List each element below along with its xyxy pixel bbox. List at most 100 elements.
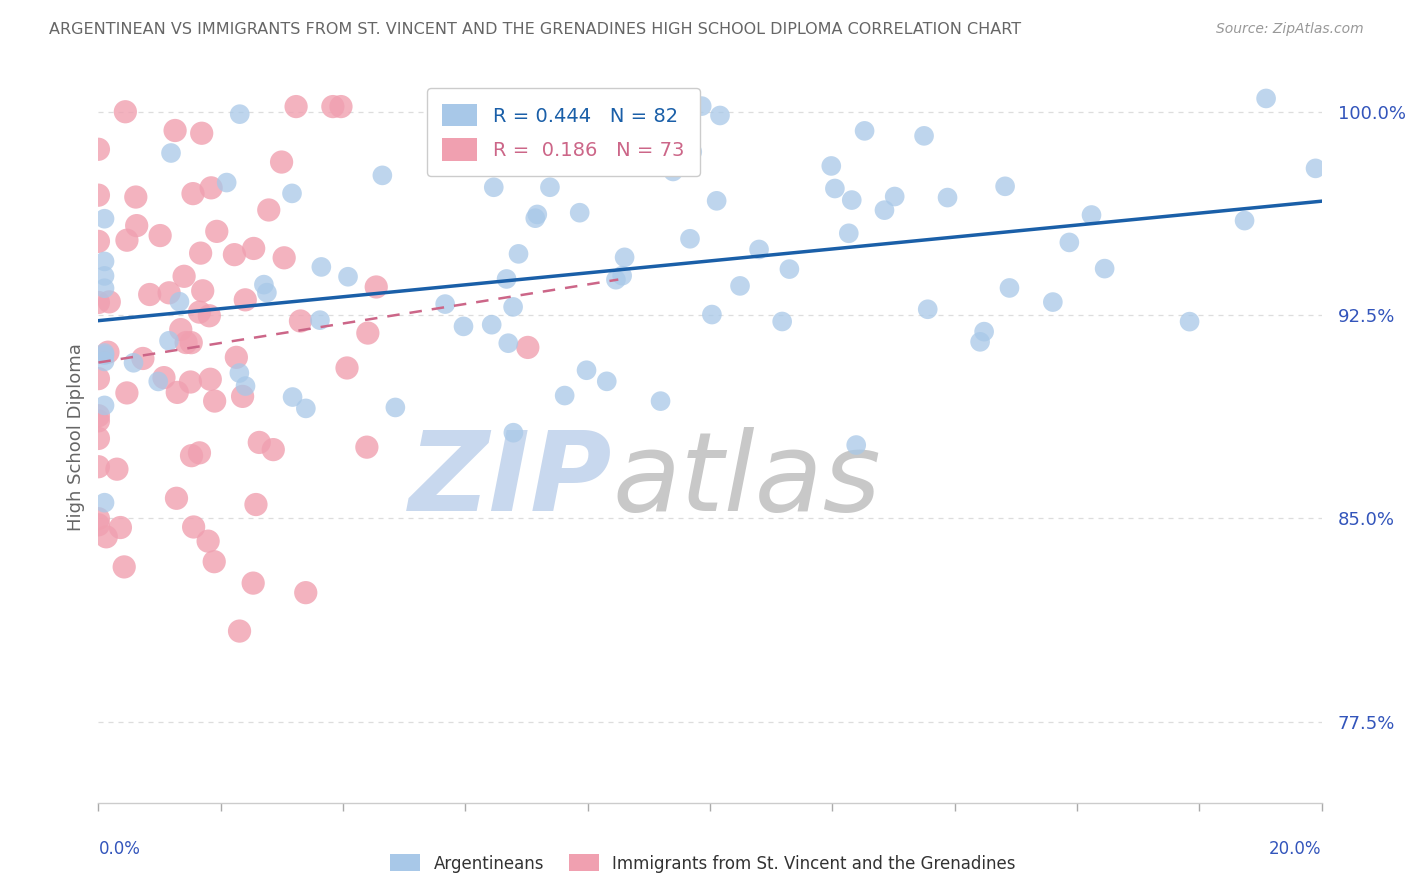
Point xyxy=(188,446,211,460)
Point xyxy=(166,491,188,506)
Point xyxy=(853,124,876,138)
Legend: R = 0.444   N = 82, R =  0.186   N = 73: R = 0.444 N = 82, R = 0.186 N = 73 xyxy=(427,88,700,176)
Point xyxy=(516,340,538,354)
Point xyxy=(481,318,503,332)
Point xyxy=(87,414,110,428)
Point xyxy=(662,164,685,178)
Point xyxy=(748,243,770,257)
Point xyxy=(93,281,115,295)
Point xyxy=(198,309,221,323)
Point xyxy=(262,442,284,457)
Point xyxy=(115,233,138,247)
Point xyxy=(93,346,115,360)
Point xyxy=(179,375,201,389)
Point xyxy=(105,462,128,476)
Text: 20.0%: 20.0% xyxy=(1270,840,1322,858)
Point xyxy=(502,300,524,314)
Point xyxy=(526,207,548,221)
Point xyxy=(502,425,524,440)
Point xyxy=(93,354,115,368)
Point xyxy=(180,449,202,463)
Point xyxy=(87,235,110,249)
Point xyxy=(166,385,188,400)
Point xyxy=(233,293,256,307)
Point xyxy=(1059,235,1081,250)
Point xyxy=(371,169,394,183)
Point xyxy=(273,251,295,265)
Point xyxy=(700,308,723,322)
Point xyxy=(115,385,138,400)
Point xyxy=(538,180,561,194)
Point xyxy=(612,268,634,283)
Point xyxy=(93,348,115,362)
Point xyxy=(824,181,846,195)
Point xyxy=(174,335,197,350)
Point xyxy=(1305,161,1327,176)
Point xyxy=(524,211,547,226)
Point xyxy=(98,294,121,309)
Point xyxy=(165,123,187,137)
Point xyxy=(453,319,475,334)
Point xyxy=(93,211,115,226)
Point xyxy=(309,313,332,327)
Point xyxy=(336,361,359,376)
Point xyxy=(605,273,627,287)
Point xyxy=(125,219,148,233)
Text: atlas: atlas xyxy=(612,427,880,534)
Point xyxy=(838,227,860,241)
Point xyxy=(482,180,505,194)
Point xyxy=(87,188,110,202)
Point xyxy=(228,624,250,638)
Point xyxy=(706,194,728,208)
Point xyxy=(709,108,731,122)
Point xyxy=(132,351,155,366)
Point xyxy=(912,128,935,143)
Point xyxy=(257,202,280,217)
Point xyxy=(290,314,312,328)
Point xyxy=(112,560,135,574)
Point xyxy=(200,372,222,386)
Point xyxy=(242,242,264,256)
Point xyxy=(228,366,250,380)
Text: ZIP: ZIP xyxy=(409,427,612,534)
Point xyxy=(613,251,636,265)
Point xyxy=(87,295,110,310)
Point xyxy=(845,438,868,452)
Point xyxy=(235,379,257,393)
Point xyxy=(356,440,378,454)
Point xyxy=(97,345,120,359)
Point xyxy=(994,179,1017,194)
Point xyxy=(270,155,292,169)
Point xyxy=(181,186,204,201)
Point xyxy=(1094,261,1116,276)
Point xyxy=(281,390,304,404)
Point xyxy=(87,512,110,526)
Point xyxy=(568,205,591,219)
Text: 0.0%: 0.0% xyxy=(98,840,141,858)
Point xyxy=(153,370,176,384)
Point xyxy=(936,190,959,204)
Point xyxy=(110,520,132,534)
Point xyxy=(197,534,219,549)
Point xyxy=(188,305,211,319)
Point xyxy=(575,363,598,377)
Point xyxy=(173,269,195,284)
Point xyxy=(969,334,991,349)
Point xyxy=(596,375,619,389)
Point xyxy=(160,146,183,161)
Point xyxy=(330,99,353,113)
Point xyxy=(247,435,270,450)
Point xyxy=(883,189,905,203)
Legend: Argentineans, Immigrants from St. Vincent and the Grenadines: Argentineans, Immigrants from St. Vincen… xyxy=(384,847,1022,880)
Point xyxy=(87,432,110,446)
Point xyxy=(285,99,308,113)
Point xyxy=(294,585,316,599)
Point xyxy=(114,104,136,119)
Point xyxy=(281,186,304,201)
Point xyxy=(225,351,247,365)
Point xyxy=(770,314,793,328)
Point xyxy=(157,285,180,300)
Point xyxy=(87,142,110,156)
Point xyxy=(873,203,896,218)
Point xyxy=(169,294,191,309)
